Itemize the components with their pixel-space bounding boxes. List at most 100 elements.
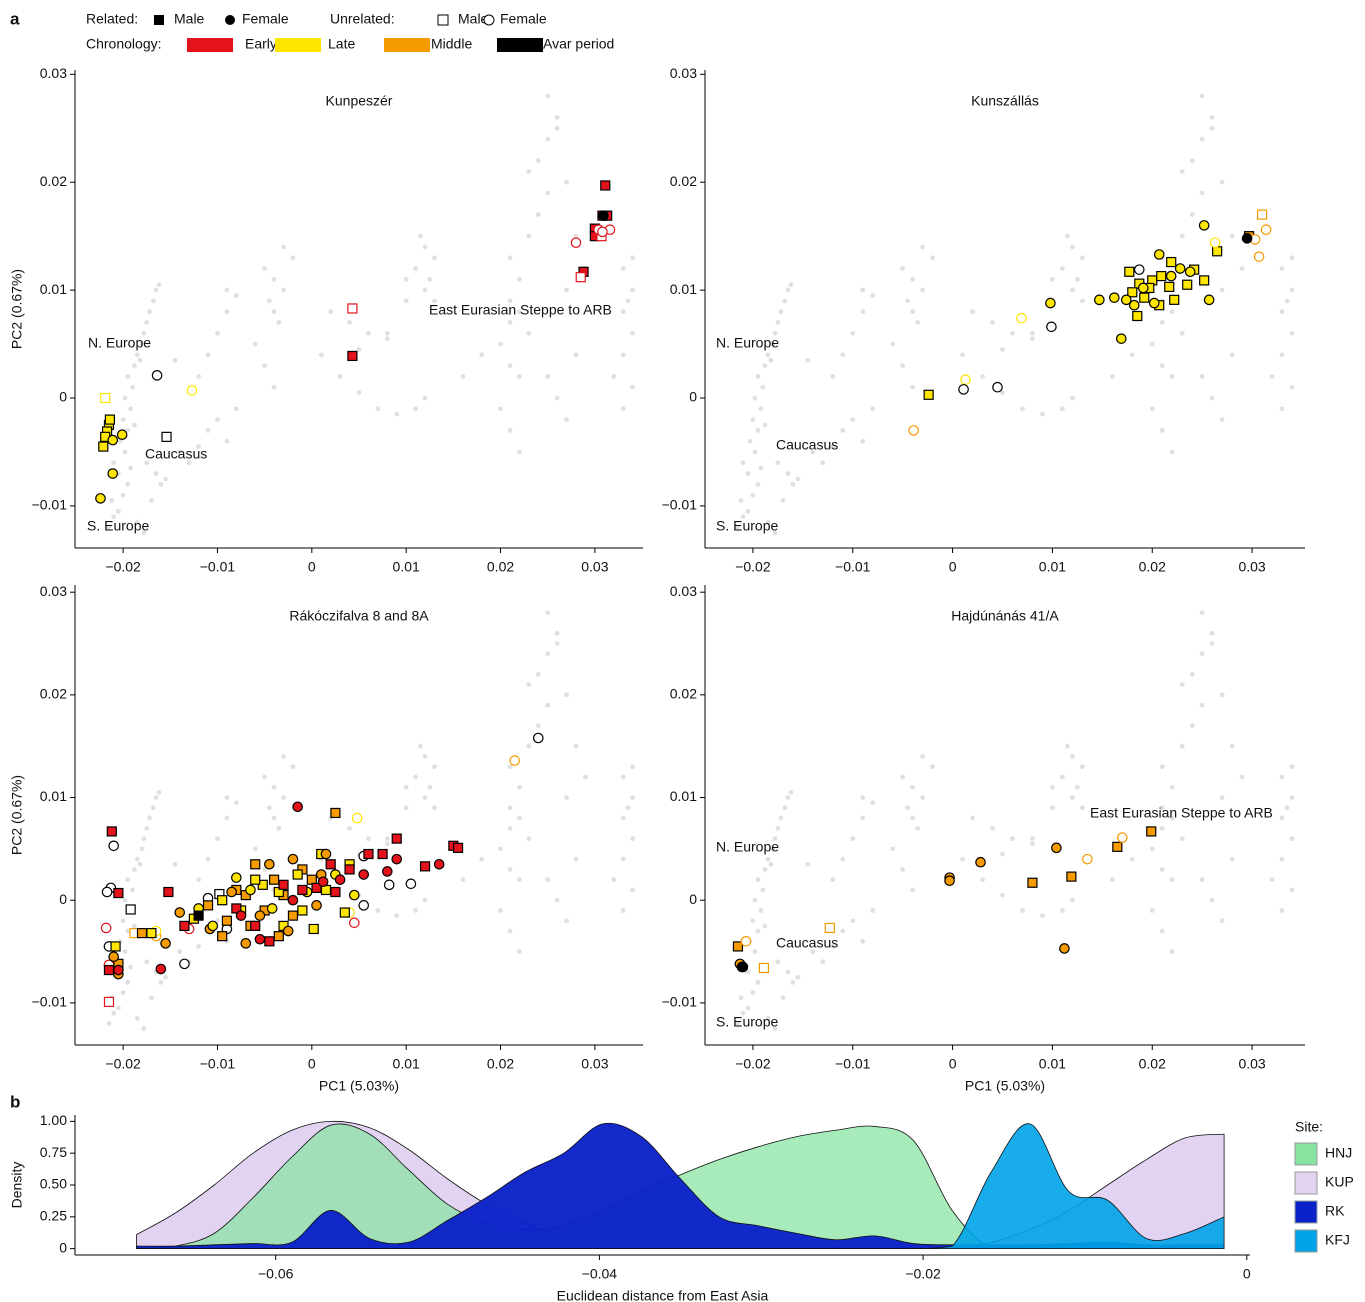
reference-point bbox=[1159, 764, 1165, 770]
reference-point bbox=[1020, 908, 1025, 913]
legend-label: Male bbox=[458, 11, 489, 27]
point bbox=[1127, 287, 1138, 298]
point bbox=[226, 886, 237, 898]
reference-point bbox=[215, 330, 220, 336]
reference-point bbox=[460, 374, 466, 379]
reference-point bbox=[1109, 877, 1115, 883]
point bbox=[1059, 943, 1070, 954]
reference-point bbox=[266, 298, 272, 304]
point bbox=[1082, 853, 1093, 865]
reference-point bbox=[1079, 255, 1085, 261]
point bbox=[600, 180, 611, 191]
reference-point bbox=[630, 330, 636, 336]
annotation: S. Europe bbox=[716, 518, 778, 534]
point bbox=[992, 381, 1003, 393]
reference-point bbox=[1069, 754, 1075, 759]
reference-point bbox=[507, 805, 513, 811]
reference-point bbox=[147, 309, 152, 315]
point bbox=[297, 905, 308, 916]
reference-point bbox=[1159, 805, 1165, 811]
reference-point bbox=[403, 298, 409, 304]
reference-point bbox=[196, 374, 202, 379]
point bbox=[532, 732, 544, 744]
reference-point bbox=[130, 887, 135, 893]
y-tick-label: 0.75 bbox=[40, 1144, 67, 1160]
reference-point bbox=[177, 949, 183, 954]
reference-point bbox=[427, 784, 433, 790]
reference-point bbox=[403, 276, 409, 282]
reference-point bbox=[990, 320, 995, 325]
reference-point bbox=[156, 282, 162, 288]
reference-point bbox=[1060, 266, 1065, 271]
reference-point bbox=[752, 897, 758, 903]
y-tick-label: 0.03 bbox=[40, 65, 67, 81]
point bbox=[320, 848, 332, 860]
point bbox=[179, 958, 190, 970]
point bbox=[1046, 321, 1057, 333]
point bbox=[1139, 292, 1150, 303]
point bbox=[1174, 263, 1186, 274]
point bbox=[405, 878, 417, 890]
point bbox=[960, 374, 971, 385]
panel-label: b bbox=[10, 1092, 20, 1111]
reference-point bbox=[785, 287, 791, 293]
reference-point bbox=[900, 774, 906, 780]
y-tick-label: 0.01 bbox=[670, 788, 697, 804]
reference-point bbox=[755, 374, 761, 379]
legend-label: Female bbox=[242, 11, 289, 27]
reference-point bbox=[262, 774, 268, 780]
reference-point bbox=[122, 395, 128, 401]
reference-point bbox=[620, 266, 626, 271]
reference-point bbox=[573, 352, 579, 358]
point bbox=[509, 755, 520, 766]
reference-point bbox=[224, 815, 230, 821]
reference-point bbox=[120, 417, 126, 422]
reference-point bbox=[1279, 406, 1285, 412]
reference-point bbox=[910, 276, 916, 282]
reference-point bbox=[960, 352, 965, 358]
reference-point bbox=[1209, 115, 1215, 120]
reference-point bbox=[134, 1015, 140, 1021]
y-tick-label: −0.01 bbox=[662, 994, 698, 1010]
reference-point bbox=[526, 743, 532, 749]
point bbox=[1146, 826, 1157, 837]
reference-point bbox=[564, 287, 569, 293]
reference-point bbox=[1239, 266, 1245, 271]
point bbox=[254, 933, 266, 945]
reference-point bbox=[1169, 949, 1175, 954]
reference-point bbox=[870, 406, 876, 412]
y-tick-label: 0.01 bbox=[670, 281, 697, 297]
reference-point bbox=[1219, 918, 1225, 924]
reference-point bbox=[1189, 212, 1195, 217]
point bbox=[221, 915, 233, 926]
x-tick-label: 0.02 bbox=[1139, 559, 1166, 575]
legend-label: KUP bbox=[1325, 1174, 1354, 1190]
point bbox=[101, 886, 113, 898]
reference-point bbox=[1149, 846, 1155, 852]
x-tick-label: 0 bbox=[1243, 1266, 1251, 1282]
reference-point bbox=[980, 877, 985, 883]
point bbox=[257, 879, 268, 890]
point bbox=[1169, 294, 1180, 305]
point bbox=[113, 887, 124, 899]
x-tick-label: −0.01 bbox=[200, 559, 236, 575]
point bbox=[287, 853, 299, 865]
reference-point bbox=[163, 974, 168, 980]
reference-point bbox=[778, 815, 784, 821]
annotation: N. Europe bbox=[88, 335, 151, 351]
density-area bbox=[136, 1123, 1225, 1250]
reference-point bbox=[755, 427, 761, 433]
reference-point bbox=[384, 330, 390, 336]
point bbox=[146, 927, 157, 939]
reference-point bbox=[111, 514, 117, 520]
reference-point bbox=[840, 856, 846, 862]
reference-point bbox=[224, 287, 230, 293]
point bbox=[186, 385, 198, 396]
y-tick-label: 0.02 bbox=[40, 686, 67, 702]
reference-point bbox=[422, 395, 428, 401]
point bbox=[292, 869, 303, 880]
reference-point bbox=[1169, 815, 1175, 821]
reference-point bbox=[915, 825, 921, 831]
x-tick-label: 0.01 bbox=[1039, 559, 1066, 575]
reference-point bbox=[196, 877, 202, 883]
